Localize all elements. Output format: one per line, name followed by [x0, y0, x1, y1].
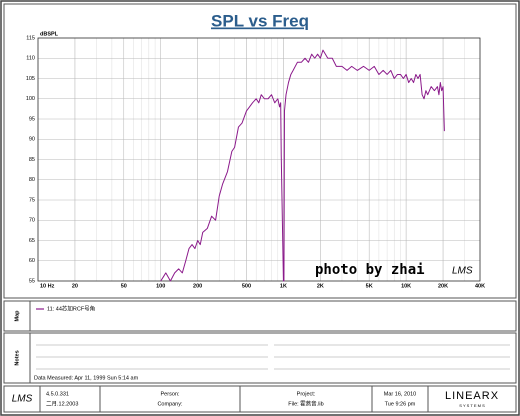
y-tick-label: 90: [29, 137, 35, 143]
version: 4.5.0.331: [46, 391, 69, 397]
watermark-text: photo by zhai: [315, 262, 425, 278]
map-panel: [3, 300, 517, 332]
y-tick-label: 105: [26, 76, 35, 82]
y-tick-label: 65: [29, 238, 35, 244]
x-tick-label: 500: [242, 283, 251, 289]
x-tick-label: 5K: [366, 283, 373, 289]
company: Company:: [157, 401, 183, 407]
x-tick-label: 50: [121, 283, 127, 289]
y-axis-label: dBSPL: [40, 31, 59, 37]
y-tick-label: 70: [29, 218, 35, 224]
watermark-logo: LMS: [452, 266, 473, 277]
x-tick-label: 200: [193, 283, 202, 289]
x-tick-label: 40K: [475, 283, 485, 289]
x-tick-label: 10 Hz: [40, 283, 55, 289]
person: Person:: [161, 391, 180, 397]
x-tick-label: 10K: [401, 283, 411, 289]
time: Tue 9:26 pm: [385, 401, 416, 407]
x-tick-label: 1K: [280, 283, 287, 289]
build-date: 二月.12.2003: [46, 400, 78, 407]
y-tick-label: 55: [29, 278, 35, 284]
project: Project:: [297, 391, 316, 397]
x-tick-label: 20K: [438, 283, 448, 289]
y-tick-label: 110: [26, 56, 35, 62]
series-line: [160, 49, 445, 282]
chart-frame: [3, 3, 517, 299]
chart-title: SPL vs Freq: [211, 11, 309, 30]
x-tick-label: 20: [72, 283, 78, 289]
plot-border: [37, 37, 481, 282]
footer-dividers: [39, 386, 429, 412]
y-tick-label: 100: [26, 96, 35, 102]
date: Mar 16, 2010: [384, 391, 416, 397]
y-tick-label: 115: [26, 35, 35, 41]
brand-sub: S Y S T E M S: [459, 403, 485, 408]
footer-logo: LMS: [12, 394, 33, 405]
y-tick-label: 95: [29, 116, 35, 122]
legend-entry: 11: 44芯加RCF号角: [47, 304, 95, 312]
map-label: Map: [14, 310, 20, 322]
y-tick-label: 75: [29, 197, 35, 203]
footer: [3, 385, 517, 413]
note-lines: [36, 344, 510, 370]
data-measured: Data Measured: Apr 11, 1999 Sun 5:14 am: [34, 375, 139, 381]
y-tick-label: 85: [29, 157, 35, 163]
x-tick-label: 2K: [317, 283, 324, 289]
file: File: 霍燕音.lib: [288, 399, 323, 407]
x-tick-label: 100: [156, 283, 165, 289]
notes-panel: [3, 332, 517, 384]
y-tick-label: 80: [29, 177, 35, 183]
notes-label: Notes: [14, 350, 20, 365]
y-tick-label: 60: [29, 258, 35, 264]
brand: LINEARX: [445, 390, 499, 402]
